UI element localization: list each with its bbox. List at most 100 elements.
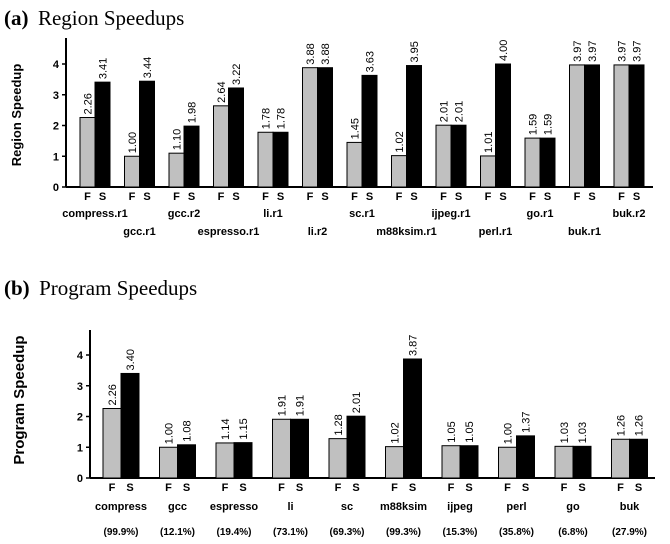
b-category-label: buk (620, 501, 640, 513)
a-bar-f (524, 137, 541, 188)
b-y-tick-label: 2 (77, 412, 83, 424)
b-bar-s (403, 358, 422, 479)
b-bar-f (102, 408, 122, 479)
b-bar-value-label: 1.15 (238, 418, 250, 439)
b-bar-series-label: F (222, 482, 229, 494)
a-bar-value-label: 1.98 (187, 102, 199, 123)
a-bar-series-label: S (143, 191, 150, 203)
a-category-label: buk.r2 (612, 208, 645, 220)
a-bar-f (213, 105, 229, 188)
b-bar-f (159, 446, 178, 479)
b-bar-value-label: 1.03 (559, 422, 571, 443)
b-coverage-label: (73.1%) (273, 527, 308, 538)
b-bar-series-label: F (504, 482, 511, 494)
b-bar-s (516, 435, 535, 479)
b-bar-series-label: S (352, 482, 359, 494)
a-bar-s (317, 67, 333, 188)
a-bar-series-label: F (351, 191, 358, 203)
a-bar-series-label: F (307, 191, 314, 203)
b-bar-value-label: 1.02 (390, 422, 402, 443)
a-bar-value-label: 2.01 (454, 101, 466, 122)
b-y-tick-label: 4 (77, 350, 84, 362)
b-bar-s (346, 415, 366, 479)
a-bar-series-label: S (366, 191, 373, 203)
b-bar-value-label: 1.26 (634, 415, 646, 436)
a-bar-value-label: 1.01 (483, 132, 495, 153)
b-bar-f (498, 446, 517, 479)
b-coverage-label: (99.9%) (103, 527, 138, 538)
panel-b-title-prefix: (b) (4, 276, 30, 300)
a-bar-value-label: 3.88 (305, 43, 317, 64)
b-bar-series-label: F (391, 482, 398, 494)
a-bar-series-label: S (99, 191, 106, 203)
a-bar-series-label: S (455, 191, 462, 203)
b-bar-f (441, 445, 461, 479)
a-bar-value-label: 3.88 (320, 43, 332, 64)
b-y-tick-label: 0 (77, 473, 83, 485)
b-category-label: ijpeg (447, 501, 473, 513)
a-bar-s (584, 64, 600, 188)
b-bar-value-label: 1.00 (503, 423, 515, 444)
b-bar-value-label: 3.40 (125, 349, 137, 370)
a-bar-series-label: F (396, 191, 403, 203)
a-bar-f (168, 152, 185, 188)
a-y-tick-label: 4 (53, 59, 60, 71)
a-bar-series-label: F (173, 191, 180, 203)
a-bar-series-label: S (588, 191, 595, 203)
a-bar-series-label: F (218, 191, 225, 203)
b-bar-value-label: 1.91 (295, 395, 307, 416)
panel-b-title-text: Program Speedups (39, 276, 197, 300)
a-bar-value-label: 3.95 (409, 41, 421, 62)
a-y-tick-label: 0 (53, 182, 59, 194)
panel-a-title: (a) Region Speedups (4, 6, 184, 30)
b-bar-value-label: 1.00 (164, 423, 176, 444)
a-bar-value-label: 1.78 (276, 108, 288, 129)
panel-a-title-text: Region Speedups (38, 6, 184, 30)
a-bar-series-label: F (618, 191, 625, 203)
a-bar-value-label: 3.63 (365, 51, 377, 72)
b-bar-series-label: F (335, 482, 342, 494)
b-bar-f (385, 446, 404, 479)
a-bar-s (139, 80, 155, 188)
a-category-label: compress.r1 (62, 208, 127, 220)
b-bar-value-label: 2.26 (107, 384, 119, 405)
a-bar-f (302, 67, 318, 188)
a-bar-series-label: S (232, 191, 239, 203)
a-bar-value-label: 3.97 (632, 41, 644, 62)
a-bar-value-label: 3.97 (617, 41, 629, 62)
a-bar-s (495, 63, 511, 188)
a-bar-series-label: S (188, 191, 195, 203)
a-bar-series-label: S (544, 191, 551, 203)
a-bar-s (628, 64, 645, 188)
a-category-label: buk.r1 (568, 226, 601, 238)
a-category-label: go.r1 (527, 208, 554, 220)
a-bar-value-label: 1.78 (261, 108, 273, 129)
b-bar-series-label: F (109, 482, 116, 494)
a-bar-f (257, 131, 274, 188)
b-bar-series-label: S (296, 482, 303, 494)
b-bar-value-label: 1.91 (277, 395, 289, 416)
panel-a-y-axis-label: Region Speedup (9, 64, 24, 167)
b-bar-f (611, 438, 630, 479)
b-coverage-label: (19.4%) (216, 527, 251, 538)
panel-b-bars (102, 358, 648, 479)
a-bar-series-label: S (321, 191, 328, 203)
a-bar-value-label: 1.02 (394, 131, 406, 152)
b-bar-series-label: F (561, 482, 568, 494)
a-bar-f (569, 64, 585, 188)
b-coverage-label: (69.3%) (329, 527, 364, 538)
a-bar-series-label: F (485, 191, 492, 203)
b-bar-series-label: S (465, 482, 472, 494)
a-bar-s (94, 81, 111, 188)
b-bar-series-label: S (635, 482, 642, 494)
b-bar-series-label: S (409, 482, 416, 494)
a-category-label: m88ksim.r1 (376, 226, 437, 238)
a-bar-f (391, 155, 407, 188)
a-bar-value-label: 2.64 (216, 81, 228, 102)
a-bar-f (435, 124, 452, 188)
b-bar-s (459, 445, 479, 479)
b-bar-value-label: 3.87 (408, 335, 420, 356)
b-bar-series-label: F (165, 482, 172, 494)
